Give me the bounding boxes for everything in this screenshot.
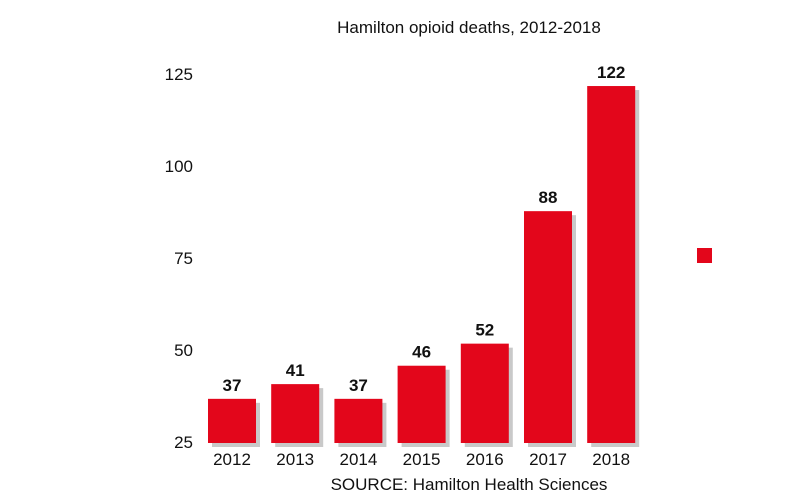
bar-value-label: 46 [412, 343, 431, 362]
y-tick-label: 75 [174, 249, 193, 268]
bar [460, 343, 509, 443]
y-tick-label: 50 [174, 341, 193, 360]
legend-swatch [697, 248, 712, 263]
x-tick-label: 2015 [403, 450, 441, 469]
bar [397, 365, 446, 443]
y-tick-label: 100 [165, 157, 193, 176]
x-tick-label: 2013 [276, 450, 314, 469]
x-tick-label: 2014 [339, 450, 377, 469]
bar [587, 86, 636, 443]
x-tick-label: 2012 [213, 450, 251, 469]
x-tick-label: 2017 [529, 450, 567, 469]
bar [208, 398, 256, 443]
bar-value-label: 41 [286, 361, 305, 380]
x-tick-label: 2018 [592, 450, 630, 469]
x-axis-labels: 2012 2013 2014 2015 2016 2017 2018 [213, 450, 630, 469]
y-tick-label: 125 [165, 65, 193, 84]
y-axis-ticks: 125 100 75 50 25 [165, 65, 193, 452]
value-labels: 37 41 37 46 52 88 122 [223, 63, 626, 395]
bar-value-label: 37 [349, 376, 368, 395]
bar-value-label: 122 [597, 63, 625, 82]
bar [524, 211, 572, 443]
bar [334, 398, 383, 443]
y-tick-label: 25 [174, 433, 193, 452]
source-note: SOURCE: Hamilton Health Sciences [331, 475, 608, 494]
x-tick-label: 2016 [466, 450, 504, 469]
bar-value-label: 88 [539, 188, 558, 207]
bars [208, 86, 640, 447]
chart-title: Hamilton opioid deaths, 2012-2018 [337, 18, 601, 37]
bar-value-label: 52 [475, 321, 494, 340]
bar [271, 384, 320, 443]
bar-value-label: 37 [223, 376, 242, 395]
